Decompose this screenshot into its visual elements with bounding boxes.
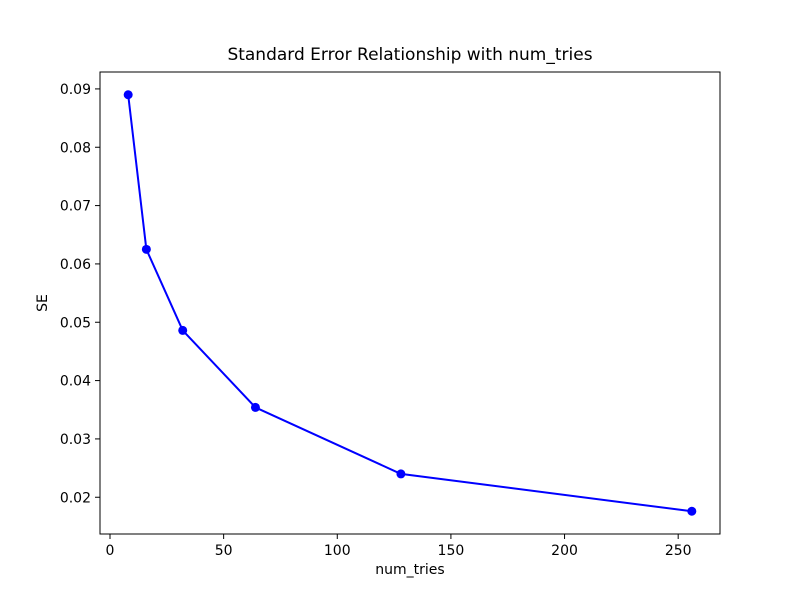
y-tick-label: 0.08 xyxy=(60,140,91,156)
data-point-marker xyxy=(687,506,697,516)
se-line xyxy=(127,93,693,513)
axes-spines xyxy=(99,71,721,535)
x-tick-label: 50 xyxy=(215,543,233,559)
y-tick-label: 0.06 xyxy=(60,257,91,273)
chart-title: Standard Error Relationship with num_tri… xyxy=(227,45,593,65)
data-point-marker xyxy=(178,325,188,335)
x-tick-label: 250 xyxy=(665,543,692,559)
data-point-marker xyxy=(396,469,406,479)
y-tick-label: 0.03 xyxy=(60,432,91,448)
data-point-marker xyxy=(141,244,151,254)
y-tick-label: 0.05 xyxy=(60,315,91,331)
x-tick-label: 150 xyxy=(438,543,465,559)
x-tick-label: 100 xyxy=(324,543,351,559)
x-tick-label: 0 xyxy=(106,543,115,559)
x-tick-label: 200 xyxy=(551,543,578,559)
x-axis-label: num_tries xyxy=(375,562,445,578)
y-axis-label: SE xyxy=(35,294,51,312)
y-tick-label: 0.04 xyxy=(60,374,91,390)
y-tick-label: 0.02 xyxy=(60,490,91,506)
y-tick-label: 0.09 xyxy=(60,82,91,98)
data-point-marker xyxy=(123,90,133,100)
y-tick-label: 0.07 xyxy=(60,199,91,215)
data-point-marker xyxy=(250,402,260,412)
